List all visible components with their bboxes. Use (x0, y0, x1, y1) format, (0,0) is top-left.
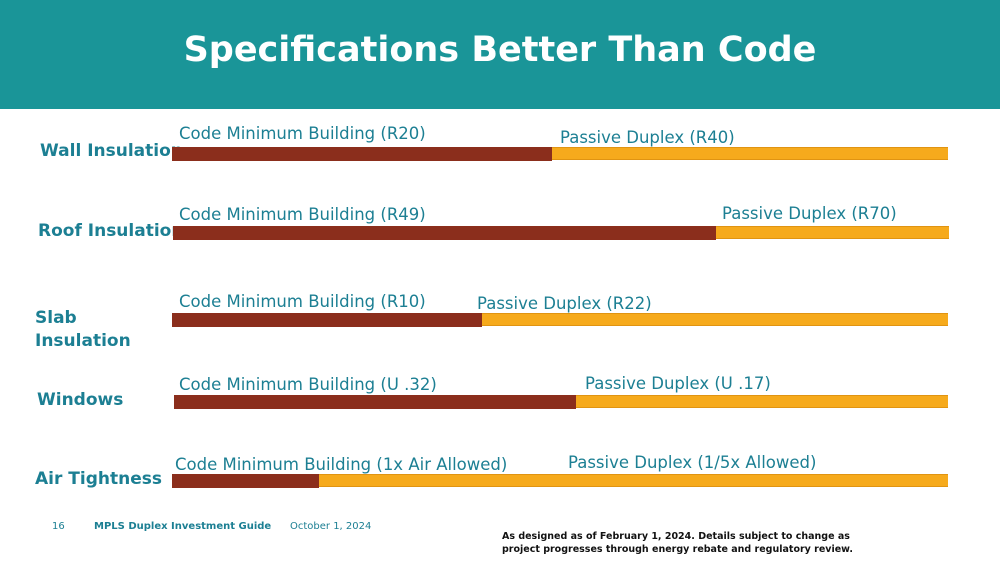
row-label-air-tightness: Air Tightness (35, 469, 162, 489)
title-banner: Specifications Better Than Code (0, 0, 1000, 109)
passive-caption-wall-insulation: Passive Duplex (R40) (560, 128, 735, 147)
code-caption-roof-insulation: Code Minimum Building (R49) (179, 205, 426, 224)
comparison-bar-air-tightness (172, 474, 948, 488)
passive-caption-windows: Passive Duplex (U .17) (585, 374, 771, 393)
comparison-bar-roof-insulation (173, 226, 949, 240)
passive-caption-air-tightness: Passive Duplex (1/5x Allowed) (568, 453, 817, 472)
page-number: 16 (52, 521, 65, 532)
passive-caption-slab-insulation: Passive Duplex (R22) (477, 294, 652, 313)
row-label-slab-insulation: Slab Insulation (35, 308, 131, 351)
footer-date: October 1, 2024 (290, 521, 372, 532)
code-bar-slab-insulation (172, 313, 483, 327)
code-caption-air-tightness: Code Minimum Building (1x Air Allowed) (175, 455, 508, 474)
comparison-bar-windows (174, 395, 948, 409)
row-label-wall-insulation: Wall Insulation (40, 141, 183, 161)
code-bar-wall-insulation (172, 147, 553, 161)
comparison-bar-slab-insulation (172, 313, 948, 327)
code-bar-windows (174, 395, 577, 409)
design-disclaimer: As designed as of February 1, 2024. Deta… (502, 531, 853, 555)
passive-caption-roof-insulation: Passive Duplex (R70) (722, 204, 897, 223)
guide-title: MPLS Duplex Investment Guide (94, 521, 272, 532)
comparison-bar-wall-insulation (172, 147, 948, 161)
row-label-roof-insulation: Roof Insulation (38, 221, 184, 241)
code-bar-air-tightness (172, 474, 320, 488)
row-label-windows: Windows (37, 390, 124, 410)
code-caption-slab-insulation: Code Minimum Building (R10) (179, 292, 426, 311)
code-caption-windows: Code Minimum Building (U .32) (179, 375, 437, 394)
code-bar-roof-insulation (173, 226, 717, 240)
code-caption-wall-insulation: Code Minimum Building (R20) (179, 124, 426, 143)
slide-title: Specifications Better Than Code (183, 30, 817, 70)
